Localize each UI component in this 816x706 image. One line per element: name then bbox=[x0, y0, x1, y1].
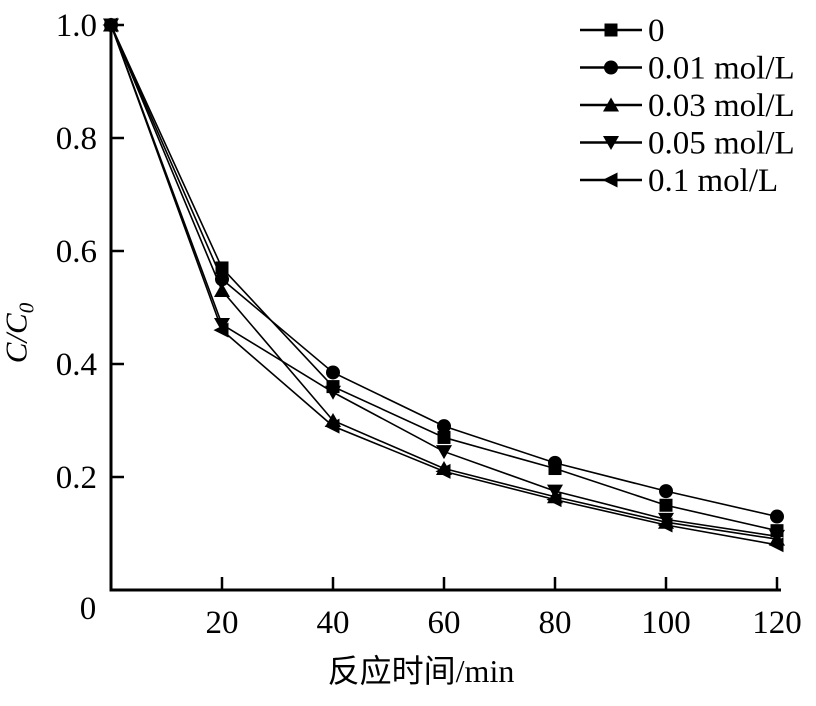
marker-triangle-up bbox=[603, 97, 619, 112]
y-axis-title: C/C0 bbox=[0, 303, 40, 363]
marker-square bbox=[437, 430, 451, 444]
x-axis-tick-label: 40 bbox=[317, 605, 350, 641]
legend-label: 0.05 mol/L bbox=[648, 126, 795, 162]
y-axis-tick-label: 0.6 bbox=[56, 234, 97, 270]
marker-circle bbox=[437, 419, 451, 434]
legend-label: 0.03 mol/L bbox=[648, 88, 795, 124]
x-axis-tick-label: 100 bbox=[641, 605, 691, 641]
x-axis-tick-label: 20 bbox=[206, 605, 239, 641]
marker-circle bbox=[604, 60, 618, 75]
marker-circle bbox=[326, 365, 340, 380]
marker-square bbox=[215, 261, 229, 275]
legend-label: 0.1 mol/L bbox=[648, 163, 778, 199]
marker-triangle-down bbox=[325, 385, 341, 400]
y-axis-tick-label: 0.8 bbox=[56, 121, 97, 157]
y-axis-tick-label: 0.4 bbox=[56, 347, 97, 383]
marker-circle bbox=[548, 455, 562, 470]
marker-circle bbox=[770, 509, 784, 524]
x-axis-tick-label: 60 bbox=[428, 605, 461, 641]
legend-label: 0 bbox=[648, 13, 665, 49]
marker-triangle-left bbox=[602, 172, 618, 188]
x-axis-tick-label: 80 bbox=[539, 605, 572, 641]
marker-square bbox=[659, 498, 673, 512]
marker-triangle-left bbox=[768, 537, 784, 553]
marker-circle bbox=[215, 272, 229, 287]
marker-triangle-left bbox=[102, 17, 118, 33]
origin-tick-label: 0 bbox=[80, 591, 97, 627]
marker-triangle-left bbox=[657, 517, 673, 533]
y-axis-tick-label: 0.2 bbox=[56, 460, 97, 496]
y-axis-title-subscript: 0 bbox=[14, 302, 39, 314]
marker-triangle-down bbox=[603, 136, 619, 150]
x-axis-title: 反应时间/min bbox=[327, 653, 515, 689]
marker-square bbox=[604, 23, 618, 37]
y-axis-title-main: C/C bbox=[0, 313, 34, 364]
marker-triangle-down bbox=[769, 529, 785, 544]
marker-triangle-down bbox=[547, 484, 563, 499]
legend-label: 0.01 mol/L bbox=[648, 51, 795, 87]
marker-triangle-down bbox=[658, 512, 674, 527]
marker-triangle-down bbox=[214, 317, 230, 332]
marker-triangle-down bbox=[436, 445, 452, 460]
marker-triangle-left bbox=[324, 418, 340, 434]
x-axis-tick-label: 120 bbox=[752, 605, 802, 641]
y-axis-tick-label: 1.0 bbox=[56, 8, 97, 44]
marker-triangle-up bbox=[214, 283, 230, 298]
marker-triangle-left bbox=[213, 322, 229, 338]
marker-triangle-left bbox=[546, 492, 562, 508]
marker-triangle-left bbox=[435, 463, 451, 479]
marker-circle bbox=[659, 484, 673, 499]
